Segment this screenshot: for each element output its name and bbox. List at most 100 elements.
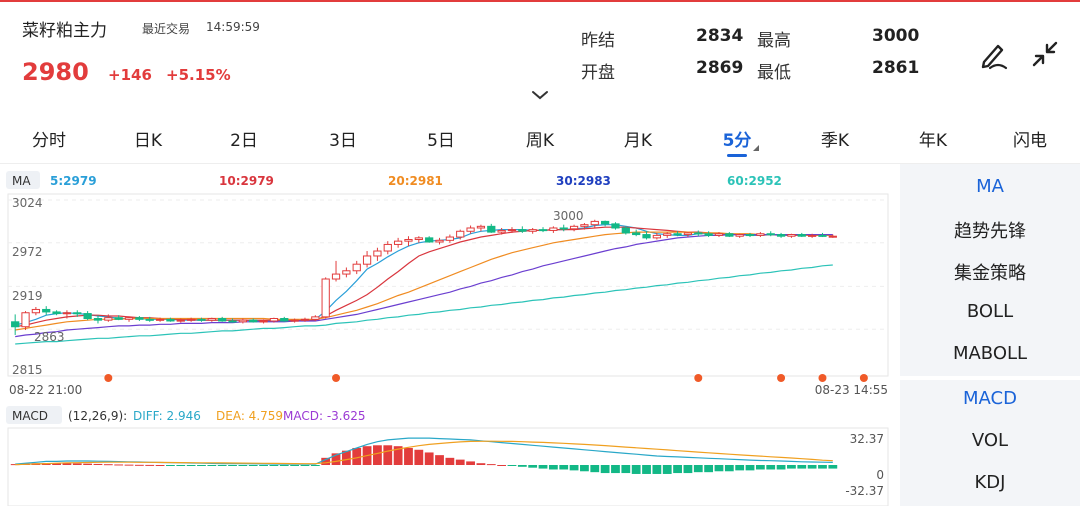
macd-bar bbox=[186, 465, 196, 466]
candle-body bbox=[590, 220, 599, 226]
macd-bar bbox=[352, 447, 362, 465]
candle-body bbox=[621, 227, 630, 234]
tab-5min[interactable]: 5分 bbox=[722, 131, 752, 151]
macd-bar bbox=[435, 455, 444, 465]
tab-flash[interactable]: 闪电 bbox=[1013, 131, 1047, 151]
macd-bar bbox=[393, 446, 403, 465]
macd-bar bbox=[207, 465, 217, 466]
candle-body bbox=[580, 224, 589, 227]
macd-bar bbox=[134, 464, 144, 466]
candle-body bbox=[331, 273, 341, 280]
macd-bar bbox=[404, 447, 413, 465]
signal-dot bbox=[777, 374, 786, 382]
candle-body bbox=[11, 321, 20, 328]
candle-body bbox=[673, 233, 682, 236]
macd-bar bbox=[766, 465, 776, 470]
ma20-legend: 20:2981 bbox=[388, 174, 443, 188]
candle-body bbox=[518, 229, 527, 232]
collapse-icon[interactable] bbox=[1027, 36, 1063, 72]
active-tab-underline bbox=[727, 154, 747, 157]
macd-bar bbox=[217, 465, 227, 466]
indicator-ma[interactable]: MA bbox=[976, 176, 1004, 197]
macd-diff: DIFF: 2.946 bbox=[133, 409, 201, 423]
macd-bar bbox=[631, 465, 641, 474]
candle-body bbox=[73, 312, 82, 315]
macd-bar bbox=[414, 449, 424, 465]
tab-year-k[interactable]: 年K bbox=[918, 131, 948, 151]
candle-body bbox=[83, 313, 92, 320]
indicator-fund-strategy[interactable]: 集金策略 bbox=[954, 263, 1026, 284]
macd-bar bbox=[714, 465, 724, 472]
tab-week-k[interactable]: 周K bbox=[525, 131, 555, 151]
macd-diff-line bbox=[15, 437, 833, 465]
high-annotation: 3000 bbox=[553, 209, 584, 223]
macd-bar bbox=[269, 465, 279, 466]
tab-month-k[interactable]: 月K bbox=[623, 131, 653, 151]
macd-bar bbox=[373, 445, 382, 465]
macd-bar bbox=[797, 465, 807, 469]
high-value: 3000 bbox=[872, 26, 920, 46]
macd-bar bbox=[704, 465, 714, 473]
indicator-trend-pioneer[interactable]: 趋势先锋 bbox=[954, 221, 1026, 242]
candle-body bbox=[124, 317, 134, 320]
chevron-down-icon[interactable] bbox=[531, 90, 549, 100]
macd-bar bbox=[321, 457, 331, 465]
candle-body bbox=[714, 233, 724, 236]
indicator-boll[interactable]: BOLL bbox=[966, 301, 1014, 322]
candle-body bbox=[52, 311, 61, 315]
price-axis-tick: 2972 bbox=[12, 245, 43, 259]
low-value: 2861 bbox=[872, 58, 920, 78]
price-change: +146 bbox=[108, 66, 152, 84]
tab-5day[interactable]: 5日 bbox=[427, 131, 455, 151]
indicator-vol[interactable]: VOL bbox=[971, 430, 1009, 451]
tab-day-k[interactable]: 日K bbox=[133, 131, 163, 151]
candle-body bbox=[507, 229, 517, 232]
ma-legend-tag[interactable]: MA bbox=[12, 174, 31, 188]
indicator-kdj[interactable]: KDJ bbox=[974, 472, 1006, 493]
macd-bar bbox=[590, 465, 600, 473]
ma-legend-tag-box[interactable] bbox=[6, 171, 40, 189]
signal-dot bbox=[104, 374, 113, 382]
macd-value: MACD: -3.625 bbox=[283, 409, 366, 423]
high-label: 最高 bbox=[757, 31, 791, 51]
kline-chart[interactable]: MA 5:2979 10:2979 20:2981 30:2983 60:295… bbox=[0, 164, 900, 506]
macd-legend-tag[interactable]: MACD bbox=[12, 409, 48, 423]
tab-quarter-k[interactable]: 季K bbox=[820, 131, 850, 151]
candle-body bbox=[797, 234, 806, 237]
candle-body bbox=[766, 233, 775, 236]
macd-bar bbox=[103, 464, 113, 466]
tab-dropdown-indicator-icon[interactable] bbox=[753, 145, 759, 151]
macd-bar bbox=[569, 465, 579, 471]
macd-bar bbox=[476, 463, 486, 465]
candle-body bbox=[828, 235, 837, 238]
macd-bar bbox=[114, 464, 124, 466]
ma30-legend: 30:2983 bbox=[556, 174, 611, 188]
candle-body bbox=[404, 239, 413, 242]
macd-bar bbox=[497, 465, 507, 466]
ma-line-ma10 bbox=[15, 226, 833, 328]
price-axis-tick: 2815 bbox=[12, 363, 43, 377]
indicator-maboll[interactable]: MABOLL bbox=[952, 343, 1028, 364]
candle-body bbox=[476, 225, 486, 229]
open-value: 2869 bbox=[696, 58, 744, 78]
macd-bar bbox=[580, 465, 589, 472]
candle-body bbox=[549, 227, 558, 231]
macd-axis-zero: 0 bbox=[876, 468, 884, 482]
tab-intraday[interactable]: 分时 bbox=[32, 131, 66, 151]
tab-2day[interactable]: 2日 bbox=[230, 131, 258, 151]
macd-legend-tag-box[interactable] bbox=[6, 406, 62, 424]
price-grid bbox=[8, 199, 888, 330]
candle-body bbox=[31, 308, 40, 314]
indicator-macd[interactable]: MACD bbox=[963, 388, 1017, 409]
prev-settle-value: 2834 bbox=[696, 26, 744, 46]
tab-3day[interactable]: 3日 bbox=[329, 131, 357, 151]
top-accent-line bbox=[0, 0, 1080, 2]
macd-bar bbox=[652, 465, 662, 474]
macd-bar bbox=[548, 465, 558, 470]
draw-pen-icon[interactable] bbox=[976, 36, 1012, 72]
macd-bar bbox=[538, 465, 548, 469]
ma-line-ma60 bbox=[15, 264, 833, 345]
macd-bar bbox=[455, 459, 465, 465]
macd-bar bbox=[445, 457, 455, 465]
macd-bar bbox=[642, 465, 651, 474]
